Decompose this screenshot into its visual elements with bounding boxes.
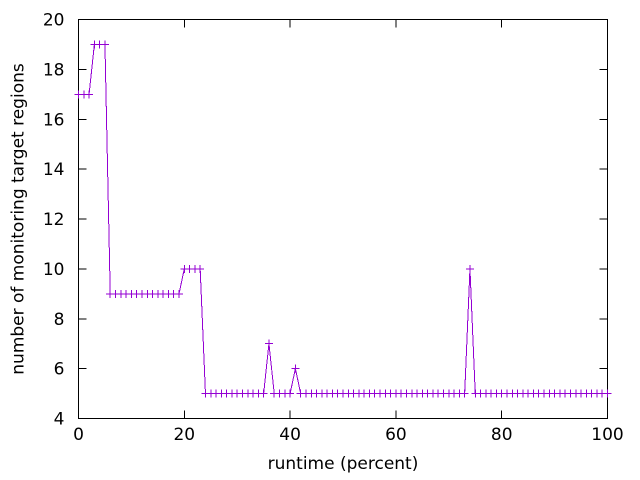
y-tick-label: 8 [54, 310, 65, 330]
y-tick-label: 18 [43, 60, 65, 80]
x-tick-label: 0 [73, 425, 84, 445]
y-axis-title: number of monitoring target regions [9, 63, 29, 375]
plot-border [78, 19, 608, 419]
y-tick-label: 10 [43, 260, 65, 280]
x-axis-title: runtime (percent) [268, 454, 419, 474]
y-tick-label: 20 [43, 11, 65, 31]
x-tick-label: 60 [385, 425, 407, 445]
x-tick-label: 100 [591, 425, 623, 445]
y-tick-label: 4 [54, 410, 65, 430]
y-tick-label: 14 [43, 160, 65, 180]
x-tick-label: 40 [279, 425, 301, 445]
y-tick-label: 16 [43, 110, 65, 130]
y-tick-label: 12 [43, 210, 65, 230]
data-line [78, 43, 608, 395]
x-tick-label: 20 [173, 425, 195, 445]
x-tick-label: 80 [491, 425, 513, 445]
data-point-markers [74, 40, 612, 398]
y-tick-label: 6 [54, 360, 65, 380]
